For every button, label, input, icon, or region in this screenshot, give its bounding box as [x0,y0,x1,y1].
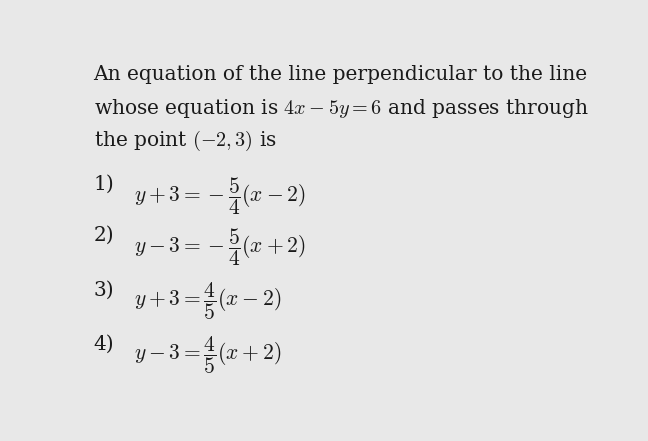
Text: the point $(-2,3)$ is: the point $(-2,3)$ is [93,129,277,153]
Text: 1): 1) [93,175,114,194]
Text: 2): 2) [93,226,114,245]
Text: $y-3 = \dfrac{4}{5}(x+2)$: $y-3 = \dfrac{4}{5}(x+2)$ [133,335,281,377]
Text: $y+3 = -\dfrac{5}{4}(x-2)$: $y+3 = -\dfrac{5}{4}(x-2)$ [133,175,305,217]
Text: An equation of the line perpendicular to the line: An equation of the line perpendicular to… [93,65,588,84]
Text: 4): 4) [93,335,114,354]
Text: $y-3 = -\dfrac{5}{4}(x+2)$: $y-3 = -\dfrac{5}{4}(x+2)$ [133,226,305,268]
Text: 3): 3) [93,280,114,299]
Text: whose equation is $4x - 5y = 6$ and passes through: whose equation is $4x - 5y = 6$ and pass… [93,97,588,120]
Text: $y+3 = \dfrac{4}{5}(x-2)$: $y+3 = \dfrac{4}{5}(x-2)$ [133,280,281,322]
